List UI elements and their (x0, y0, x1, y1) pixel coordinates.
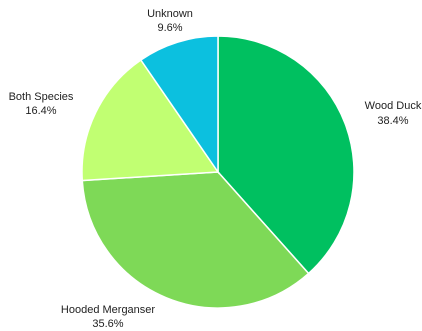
pie-slices (81, 35, 355, 309)
label-both-species-name: Both Species (9, 91, 74, 103)
label-both-species-pct: 16.4% (25, 105, 56, 117)
label-wood-duck-name: Wood Duck (365, 100, 422, 112)
label-unknown-name: Unknown (147, 8, 193, 20)
pie-slice-wood-duck (217, 35, 355, 275)
pie-labels: Unknown 9.6% Wood Duck 38.4% Both Specie… (9, 8, 422, 330)
label-wood-duck-pct: 38.4% (377, 115, 408, 127)
label-unknown-pct: 9.6% (157, 22, 182, 34)
pie-slice-both-species (81, 58, 220, 182)
label-hooded-merganser-name: Hooded Merganser (61, 304, 156, 316)
pie-slice-unknown (139, 35, 219, 175)
pie-slice-hooded-merganser (81, 171, 310, 309)
label-hooded-merganser-pct: 35.6% (92, 318, 123, 330)
